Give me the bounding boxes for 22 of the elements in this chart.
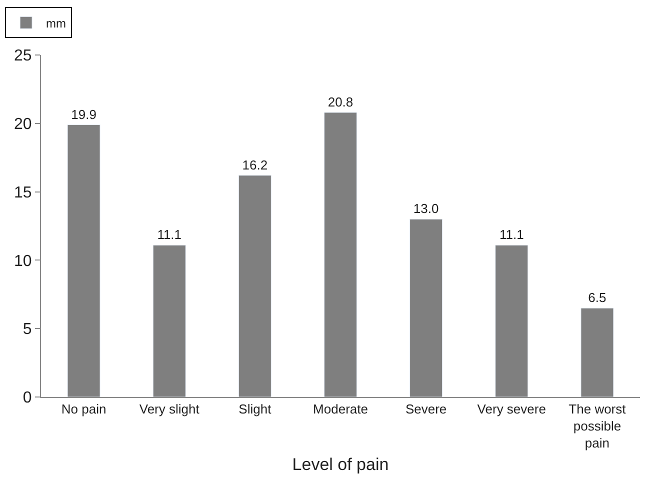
x-tick-label: Slight bbox=[238, 402, 272, 417]
y-tick-label: 0 bbox=[22, 390, 32, 407]
data-label: 20.8 bbox=[328, 94, 354, 110]
x-tick-label: No pain bbox=[61, 402, 106, 417]
x-tick-label: Severe bbox=[405, 402, 447, 417]
data-label: 6.5 bbox=[588, 290, 606, 306]
x-tick-label: Very severe bbox=[477, 402, 546, 417]
data-label: 13.0 bbox=[413, 201, 439, 216]
data-label: 11.1 bbox=[157, 227, 182, 242]
y-tick-label: 5 bbox=[22, 321, 32, 338]
y-tick-label: 15 bbox=[14, 184, 32, 202]
data-label: 16.2 bbox=[242, 157, 268, 172]
x-axis-title: Level of pain bbox=[292, 454, 389, 474]
y-tick-label: 10 bbox=[14, 252, 32, 270]
legend-label: mm bbox=[46, 16, 66, 30]
data-label: 19.9 bbox=[71, 106, 96, 122]
y-tick-label: 25 bbox=[14, 48, 32, 65]
x-tick-label: The worst possible pain bbox=[568, 402, 626, 450]
x-tick-label: Moderate bbox=[313, 402, 368, 417]
x-tick-label: Very slight bbox=[139, 402, 200, 417]
y-tick-label: 20 bbox=[14, 116, 32, 133]
data-label: 11.1 bbox=[499, 227, 524, 242]
